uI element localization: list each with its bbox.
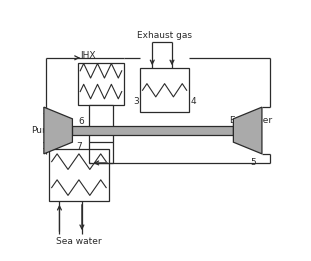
Text: IHX: IHX	[80, 51, 96, 60]
Text: Pump: Pump	[31, 126, 56, 135]
Bar	[72, 126, 233, 135]
Polygon shape	[44, 107, 72, 154]
Bar	[140, 68, 189, 112]
Text: 6: 6	[79, 117, 84, 126]
Bar	[78, 63, 124, 105]
Text: Expander: Expander	[229, 116, 272, 124]
Text: 1: 1	[42, 141, 48, 151]
Bar	[49, 149, 109, 201]
Text: 5: 5	[250, 158, 256, 168]
Text: 4: 4	[190, 97, 196, 106]
Text: Exhaust gas: Exhaust gas	[137, 31, 192, 40]
Text: 2: 2	[42, 106, 48, 116]
Bar	[89, 105, 113, 142]
Text: Sea water: Sea water	[56, 237, 102, 246]
Polygon shape	[233, 107, 262, 154]
Text: 3: 3	[133, 97, 139, 106]
Text: 7: 7	[76, 141, 82, 151]
